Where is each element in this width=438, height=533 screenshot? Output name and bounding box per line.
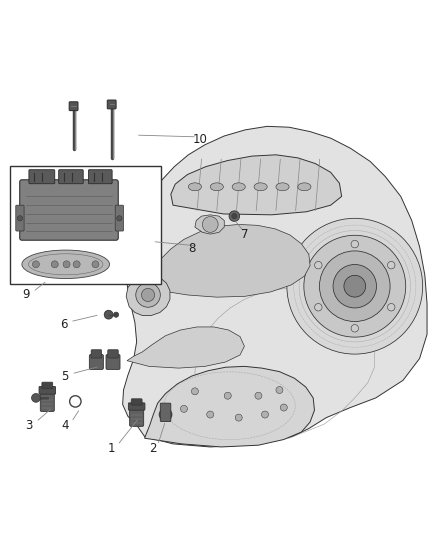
- Ellipse shape: [188, 183, 201, 191]
- Text: 5: 5: [61, 370, 68, 383]
- FancyBboxPatch shape: [131, 399, 142, 405]
- Text: 2: 2: [148, 442, 156, 455]
- Circle shape: [104, 310, 113, 319]
- FancyBboxPatch shape: [160, 403, 171, 422]
- Text: 6: 6: [60, 318, 67, 331]
- Circle shape: [276, 386, 283, 393]
- Polygon shape: [195, 215, 224, 234]
- Text: 9: 9: [22, 288, 30, 302]
- Circle shape: [202, 216, 218, 232]
- Circle shape: [117, 216, 122, 221]
- Circle shape: [73, 261, 80, 268]
- Circle shape: [287, 219, 423, 354]
- Circle shape: [141, 288, 155, 302]
- FancyBboxPatch shape: [88, 169, 112, 184]
- Ellipse shape: [276, 183, 289, 191]
- Circle shape: [32, 261, 39, 268]
- Circle shape: [255, 392, 262, 399]
- FancyBboxPatch shape: [40, 391, 54, 411]
- FancyBboxPatch shape: [69, 102, 78, 110]
- FancyBboxPatch shape: [128, 403, 145, 410]
- FancyBboxPatch shape: [106, 354, 120, 369]
- Circle shape: [388, 261, 395, 269]
- Circle shape: [92, 261, 99, 268]
- Text: 1: 1: [108, 442, 116, 455]
- FancyBboxPatch shape: [39, 386, 56, 394]
- Ellipse shape: [210, 183, 223, 191]
- Circle shape: [304, 235, 406, 337]
- FancyBboxPatch shape: [20, 180, 118, 240]
- Circle shape: [388, 303, 395, 311]
- Ellipse shape: [254, 183, 267, 191]
- Circle shape: [180, 405, 187, 413]
- Circle shape: [314, 261, 322, 269]
- Polygon shape: [127, 327, 244, 368]
- Circle shape: [333, 264, 377, 308]
- Polygon shape: [126, 275, 170, 316]
- Ellipse shape: [298, 183, 311, 191]
- Circle shape: [63, 261, 70, 268]
- Polygon shape: [171, 155, 342, 215]
- FancyBboxPatch shape: [59, 169, 83, 184]
- Circle shape: [314, 303, 322, 311]
- Circle shape: [191, 388, 198, 395]
- Circle shape: [261, 411, 268, 418]
- FancyBboxPatch shape: [108, 350, 118, 358]
- Circle shape: [232, 214, 237, 219]
- Circle shape: [32, 393, 40, 402]
- Circle shape: [235, 414, 242, 421]
- Circle shape: [113, 312, 119, 317]
- Text: 7: 7: [240, 229, 248, 241]
- Text: 8: 8: [188, 243, 195, 255]
- Circle shape: [344, 276, 366, 297]
- Polygon shape: [123, 126, 427, 447]
- Circle shape: [229, 211, 240, 221]
- Bar: [10, 166, 161, 284]
- Circle shape: [51, 261, 58, 268]
- Ellipse shape: [22, 250, 110, 279]
- Ellipse shape: [232, 183, 245, 191]
- FancyBboxPatch shape: [107, 100, 116, 109]
- Circle shape: [136, 282, 160, 307]
- Circle shape: [280, 404, 287, 411]
- FancyBboxPatch shape: [42, 382, 53, 389]
- FancyBboxPatch shape: [16, 205, 24, 231]
- FancyBboxPatch shape: [89, 354, 103, 369]
- FancyBboxPatch shape: [91, 350, 102, 358]
- FancyBboxPatch shape: [115, 205, 124, 231]
- Polygon shape: [145, 366, 314, 447]
- FancyBboxPatch shape: [29, 169, 55, 184]
- Circle shape: [351, 325, 359, 332]
- Circle shape: [351, 240, 359, 248]
- Text: 10: 10: [193, 133, 208, 146]
- FancyBboxPatch shape: [130, 407, 144, 426]
- Circle shape: [207, 411, 214, 418]
- Polygon shape: [136, 224, 310, 297]
- Text: 3: 3: [26, 418, 33, 432]
- Circle shape: [319, 251, 390, 321]
- Circle shape: [224, 392, 231, 399]
- Text: 4: 4: [61, 418, 69, 432]
- Circle shape: [18, 216, 23, 221]
